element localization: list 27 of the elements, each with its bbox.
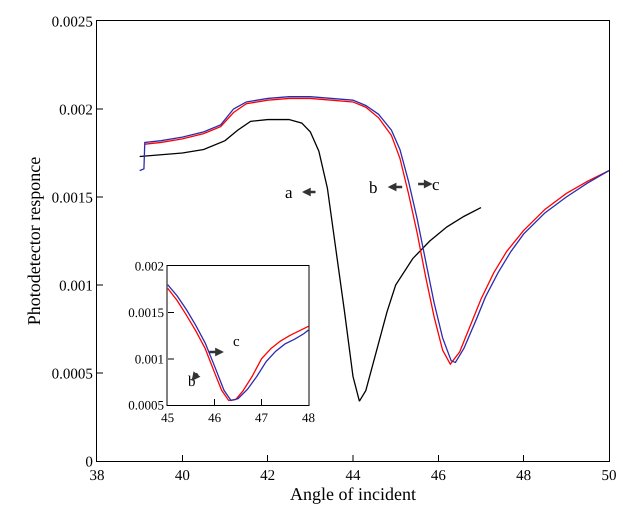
x-tick-label: 48 (302, 410, 315, 425)
annotation: c (432, 175, 440, 194)
x-tick-label: 48 (516, 468, 532, 484)
y-tick-label: 0.0005 (52, 366, 93, 382)
y-tick-label: 0.001 (134, 351, 164, 366)
y-tick-label: 0.002 (134, 258, 164, 274)
y-tick-label: 0.001 (59, 278, 93, 294)
y-tick-label: 0.002 (59, 102, 93, 118)
y-tick-label: 0.0015 (52, 190, 93, 206)
y-tick-label: 0.0015 (128, 304, 164, 320)
x-tick-label: 38 (90, 468, 104, 484)
x-axis-title: Angle of incident (290, 484, 416, 504)
x-tick-label: 42 (260, 468, 276, 484)
x-tick-label: 45 (161, 410, 174, 425)
annotation: b (369, 178, 378, 197)
x-tick-label: 50 (602, 468, 616, 484)
x-tick-label: 40 (174, 468, 190, 484)
y-tick-label: 0.0025 (52, 14, 93, 30)
x-tick-label: 46 (208, 410, 222, 425)
y-axis-title: Photodetector responce (24, 156, 44, 326)
x-tick-label: 44 (346, 468, 361, 484)
annotation: c (233, 334, 240, 350)
x-tick-label: 46 (430, 468, 446, 484)
annotation: a (285, 183, 293, 202)
y-tick-label: 0.0005 (128, 398, 164, 413)
x-tick-label: 47 (255, 410, 269, 425)
y-tick-label: 0 (85, 454, 93, 470)
